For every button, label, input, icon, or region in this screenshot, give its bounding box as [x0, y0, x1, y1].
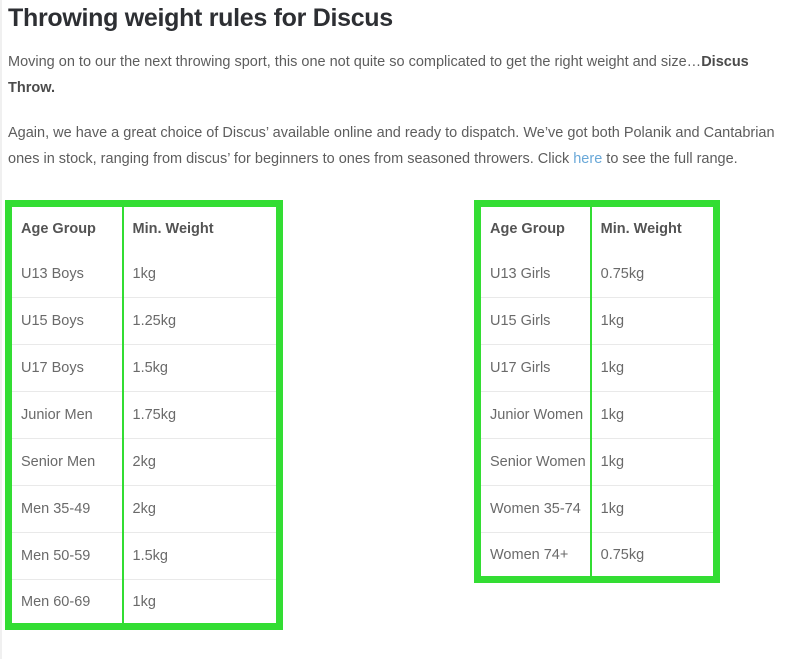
intro-paragraph-1-bold: Discus Throw. [8, 54, 749, 96]
table-cell: 0.75kg [590, 532, 717, 580]
table-cell: U13 Boys [8, 250, 124, 298]
table-cell: 1kg [590, 297, 717, 345]
table-row: Junior Men 1.75kg [8, 391, 280, 439]
table-header-row: Age Group Min. Weight [477, 203, 717, 251]
table-row: Junior Women 1kg [477, 391, 717, 439]
table-cell: Senior Women [477, 438, 592, 486]
table-cell: Women 74+ [477, 532, 592, 580]
table-cell: U15 Boys [8, 297, 124, 345]
table-cell: 1.75kg [122, 391, 280, 439]
intro-paragraph-1-text: Moving on to our the next throwing sport… [8, 54, 702, 70]
min-weight-header: Min. Weight [600, 220, 682, 237]
intro-paragraph-2: Again, we have a great choice of Discus’… [8, 120, 780, 172]
table-cell: 2kg [122, 485, 280, 533]
table-row: U17 Girls 1kg [477, 344, 717, 392]
table-cell: 1kg [590, 485, 717, 533]
table-cell: U13 Girls [477, 250, 592, 298]
table-row: U15 Boys 1.25kg [8, 297, 280, 345]
table-row: Senior Women 1kg [477, 438, 717, 486]
table-cell: Women 35-74 [477, 485, 592, 533]
table-row: Women 74+ 0.75kg [477, 532, 717, 580]
table-row: U13 Boys 1kg [8, 250, 280, 298]
article-content: Throwing weight rules for Discus Moving … [8, 4, 798, 191]
table-cell: U17 Girls [477, 344, 592, 392]
table-cell: Junior Women [477, 391, 592, 439]
table-cell: Men 50-59 [8, 532, 124, 580]
table-cell: Men 60-69 [8, 579, 124, 627]
table-cell: 1kg [122, 579, 280, 627]
table-cell: Men 35-49 [8, 485, 124, 533]
table-cell: 1kg [590, 391, 717, 439]
full-range-link[interactable]: here [573, 151, 603, 167]
table-row: Senior Men 2kg [8, 438, 280, 486]
table-cell: 1kg [590, 438, 717, 486]
table-row: Men 35-49 2kg [8, 485, 280, 533]
table-cell: 1kg [132, 265, 156, 282]
table-cell: U17 Boys [8, 344, 124, 392]
page-title: Throwing weight rules for Discus [8, 4, 393, 32]
table-cell: Senior Men [8, 438, 124, 486]
boys-weight-table: Age Group Min. Weight U13 Boys 1kg U15 Boy… [5, 200, 283, 630]
table-cell: 1.25kg [122, 297, 280, 345]
table-cell: U15 Girls [477, 297, 592, 345]
page-left-border [0, 0, 2, 659]
table-header-row: Age Group Min. Weight [8, 203, 280, 251]
table-row: U13 Girls 0.75kg [477, 250, 717, 298]
table-cell: 1kg [590, 344, 717, 392]
age-group-header: Age Group [8, 203, 124, 251]
table-cell: Junior Men [8, 391, 124, 439]
age-group-header: Age Group [477, 203, 592, 251]
intro-paragraph-1: Moving on to our the next throwing sport… [8, 49, 780, 101]
table-row: U17 Boys 1.5kg [8, 344, 280, 392]
boys-weight-table-grid: Age Group Min. Weight U13 Boys 1kg U15 Boy… [5, 200, 283, 630]
table-row: Men 60-69 1kg [8, 579, 280, 627]
min-weight-header: Min. Weight [132, 220, 214, 237]
intro-paragraph-2-text: Again, we have a great choice of Discus’… [8, 125, 775, 167]
table-cell: 2kg [122, 438, 280, 486]
table-row: U15 Girls 1kg [477, 297, 717, 345]
table-cell: 1.5kg [122, 344, 280, 392]
table-row: Men 50-59 1.5kg [8, 532, 280, 580]
table-row: Women 35-74 1kg [477, 485, 717, 533]
table-cell: 1.5kg [122, 532, 280, 580]
girls-weight-table: Age Group Min. Weight U13 Girls 0.75kg U15… [474, 200, 720, 583]
table-cell: 0.75kg [600, 265, 645, 282]
intro-paragraph-2-tail: to see the full range. [602, 151, 738, 167]
girls-weight-table-grid: Age Group Min. Weight U13 Girls 0.75kg U15… [474, 200, 720, 583]
